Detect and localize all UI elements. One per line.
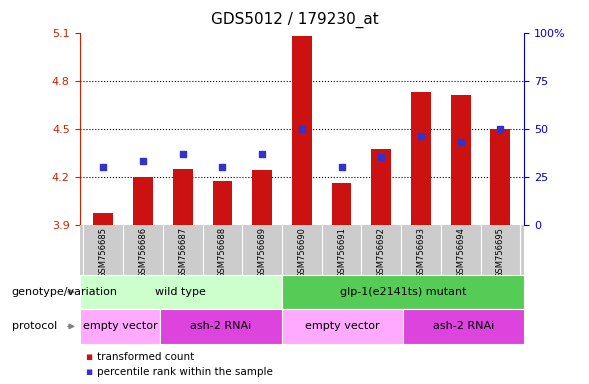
Point bbox=[98, 164, 108, 170]
Bar bbox=[133, 177, 153, 225]
Point bbox=[416, 133, 426, 139]
Text: GSM756689: GSM756689 bbox=[257, 227, 267, 278]
Point bbox=[138, 158, 148, 164]
Point bbox=[178, 151, 187, 157]
Point bbox=[218, 164, 227, 170]
Text: ash-2 RNAi: ash-2 RNAi bbox=[433, 321, 494, 331]
Text: ◾: ◾ bbox=[85, 352, 92, 362]
Bar bbox=[213, 182, 233, 225]
Text: glp-1(e2141ts) mutant: glp-1(e2141ts) mutant bbox=[340, 287, 466, 297]
Bar bbox=[252, 170, 272, 225]
Point bbox=[496, 126, 505, 132]
Bar bbox=[292, 36, 312, 225]
Text: GSM756685: GSM756685 bbox=[99, 227, 108, 278]
Point bbox=[376, 154, 386, 161]
Bar bbox=[491, 129, 510, 225]
Bar bbox=[332, 183, 352, 225]
Text: GSM756691: GSM756691 bbox=[337, 227, 346, 278]
Point bbox=[456, 139, 465, 145]
Bar bbox=[80, 275, 282, 309]
Bar bbox=[80, 309, 160, 344]
Bar bbox=[94, 214, 113, 225]
Bar bbox=[403, 309, 524, 344]
Text: GSM756692: GSM756692 bbox=[377, 227, 386, 278]
Bar bbox=[282, 309, 403, 344]
Text: GSM756693: GSM756693 bbox=[416, 227, 425, 278]
Text: GSM756686: GSM756686 bbox=[138, 227, 147, 278]
Point bbox=[257, 151, 267, 157]
Text: transformed count: transformed count bbox=[97, 352, 194, 362]
Bar bbox=[371, 149, 391, 225]
Text: protocol: protocol bbox=[12, 321, 57, 331]
Text: GSM756688: GSM756688 bbox=[218, 227, 227, 278]
Text: GSM756687: GSM756687 bbox=[178, 227, 187, 278]
Text: GSM756690: GSM756690 bbox=[297, 227, 306, 278]
Bar bbox=[451, 95, 471, 225]
Text: empty vector: empty vector bbox=[82, 321, 157, 331]
Text: wild type: wild type bbox=[155, 287, 206, 297]
Text: GDS5012 / 179230_at: GDS5012 / 179230_at bbox=[211, 12, 378, 28]
Text: empty vector: empty vector bbox=[305, 321, 379, 331]
Text: ash-2 RNAi: ash-2 RNAi bbox=[190, 321, 252, 331]
Bar bbox=[173, 169, 193, 225]
Bar bbox=[160, 309, 282, 344]
Bar bbox=[282, 275, 524, 309]
Text: genotype/variation: genotype/variation bbox=[12, 287, 118, 297]
Text: GSM756694: GSM756694 bbox=[456, 227, 465, 278]
Text: GSM756695: GSM756695 bbox=[496, 227, 505, 278]
Text: percentile rank within the sample: percentile rank within the sample bbox=[97, 367, 273, 377]
Bar bbox=[411, 92, 431, 225]
Text: ◾: ◾ bbox=[85, 367, 92, 377]
Point bbox=[297, 126, 307, 132]
Point bbox=[337, 164, 346, 170]
